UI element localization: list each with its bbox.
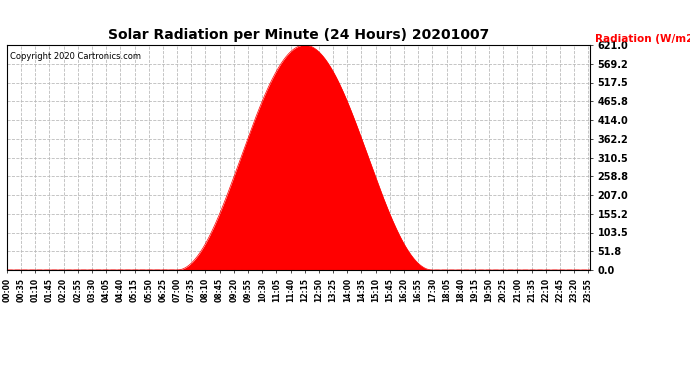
Title: Solar Radiation per Minute (24 Hours) 20201007: Solar Radiation per Minute (24 Hours) 20… [108, 28, 489, 42]
Text: Radiation (W/m2): Radiation (W/m2) [595, 34, 690, 44]
Text: Copyright 2020 Cartronics.com: Copyright 2020 Cartronics.com [10, 52, 141, 61]
